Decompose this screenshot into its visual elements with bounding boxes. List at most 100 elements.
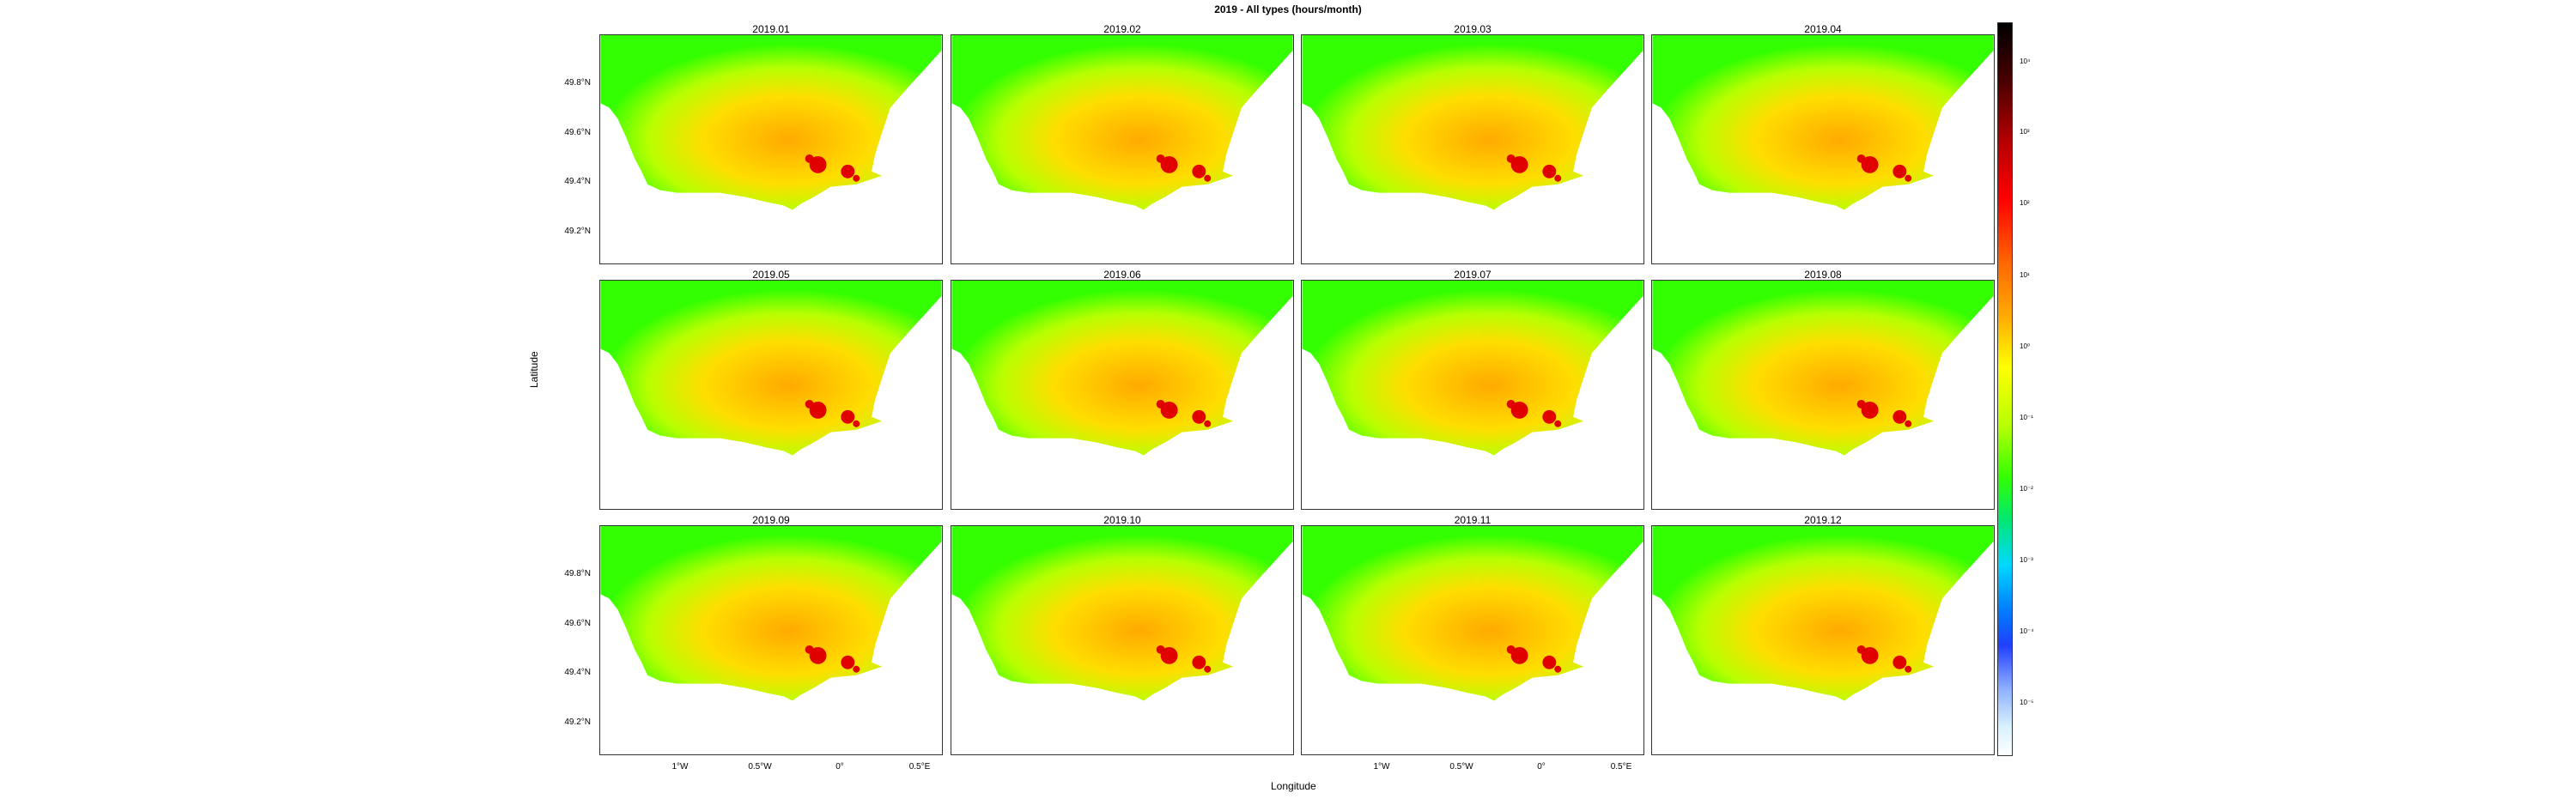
map-graphic (1652, 35, 1994, 210)
panel-title: 2019.12 (1804, 514, 1842, 526)
hotspot (853, 665, 860, 673)
y-tick-label: 49.2°N (564, 227, 591, 236)
panel-title: 2019.07 (1454, 269, 1492, 281)
sea-area (1652, 35, 1994, 210)
map-panel (951, 525, 1294, 755)
map-graphic (1302, 526, 1643, 701)
hotspot (1160, 646, 1178, 664)
y-tick-label: 49.2°N (564, 717, 591, 727)
hotspot (1204, 665, 1212, 673)
map-graphic (951, 35, 1293, 210)
x-tick-label: 0.5°W (1449, 762, 1473, 772)
hotspot (1856, 154, 1866, 163)
hotspot (1156, 154, 1165, 163)
sea-area (951, 35, 1293, 210)
hotspot (809, 401, 827, 419)
panel-title: 2019.08 (1804, 269, 1842, 281)
hotspot (1893, 409, 1907, 424)
colorbar-label: 10⁴ (2020, 58, 2031, 65)
colorbar-label: 10⁻³ (2020, 556, 2033, 564)
colorbar-label: 10¹ (2020, 271, 2030, 279)
hotspot (1554, 665, 1562, 673)
hotspot (1204, 174, 1212, 182)
map-graphic (600, 526, 942, 701)
panel-title: 2019.05 (752, 269, 790, 281)
panel-title: 2019.11 (1454, 514, 1492, 526)
map-panel (1651, 280, 1995, 510)
map-graphic (1652, 281, 1994, 456)
panel-title: 2019.01 (752, 23, 790, 35)
colorbar (1997, 22, 2013, 756)
colorbar-label: 10⁻⁵ (2020, 699, 2034, 706)
panel-title: 2019.06 (1103, 269, 1141, 281)
x-tick-label: 1°W (1373, 762, 1390, 772)
map-panel (1651, 525, 1995, 755)
hotspot (1204, 420, 1212, 427)
colorbar-label: 10⁰ (2020, 342, 2031, 350)
sea-area (1652, 526, 1994, 701)
map-graphic (600, 35, 942, 210)
sea-area (1652, 281, 1994, 456)
sea-area (951, 281, 1293, 456)
hotspot (1156, 399, 1165, 409)
x-tick-label: 0.5°E (1610, 762, 1632, 772)
map-panel (599, 280, 943, 510)
sea-area (600, 526, 942, 701)
hotspot (1192, 164, 1206, 179)
map-graphic (600, 281, 942, 456)
colorbar-label: 10⁻⁴ (2020, 627, 2034, 635)
hotspot (1893, 655, 1907, 669)
x-tick-label: 0.5°W (748, 762, 772, 772)
sea-area (600, 35, 942, 210)
y-tick-label: 49.4°N (564, 177, 591, 186)
sea-area (951, 526, 1293, 701)
map-panel (951, 34, 1294, 264)
x-tick-label: 0° (1537, 762, 1546, 772)
sea-area (1302, 281, 1643, 456)
hotspot (1156, 645, 1165, 654)
hotspot (1856, 645, 1866, 654)
y-tick-label: 49.6°N (564, 619, 591, 628)
map-panel (1301, 34, 1644, 264)
panel-title: 2019.10 (1103, 514, 1141, 526)
hotspot (1542, 655, 1557, 669)
map-panel (599, 525, 943, 755)
colorbar-label: 10⁻² (2020, 485, 2033, 493)
x-tick-label: 1°W (671, 762, 689, 772)
hotspot (1160, 401, 1178, 419)
hotspot (1905, 665, 1912, 673)
sea-area (600, 281, 942, 456)
hotspot (1506, 154, 1516, 163)
y-tick-label: 49.4°N (564, 668, 591, 677)
map-panel (1651, 34, 1995, 264)
colorbar-label: 10⁻¹ (2020, 414, 2033, 421)
hotspot (805, 154, 814, 163)
hotspot (841, 164, 855, 179)
hotspot (853, 420, 860, 427)
map-graphic (951, 526, 1293, 701)
hotspot (805, 645, 814, 654)
map-panel (1301, 525, 1644, 755)
map-panel (1301, 280, 1644, 510)
map-panel (951, 280, 1294, 510)
hotspot (1893, 164, 1907, 179)
hotspot (1160, 155, 1178, 173)
y-tick-label: 49.6°N (564, 128, 591, 137)
hotspot (841, 655, 855, 669)
map-graphic (1302, 281, 1643, 456)
panel-title: 2019.09 (752, 514, 790, 526)
hotspot (1542, 409, 1557, 424)
hotspot (1861, 646, 1879, 664)
hotspot (805, 399, 814, 409)
hotspot (1506, 399, 1516, 409)
hotspot (1542, 164, 1557, 179)
hotspot (1510, 155, 1528, 173)
hotspot (1192, 409, 1206, 424)
hotspot (1192, 655, 1206, 669)
panel-title: 2019.04 (1804, 23, 1842, 35)
hotspot (809, 155, 827, 173)
map-graphic (1652, 526, 1994, 701)
sea-area (1302, 526, 1643, 701)
hotspot (1905, 420, 1912, 427)
figure-title: 2019 - All types (hours/month) (1214, 3, 1362, 15)
